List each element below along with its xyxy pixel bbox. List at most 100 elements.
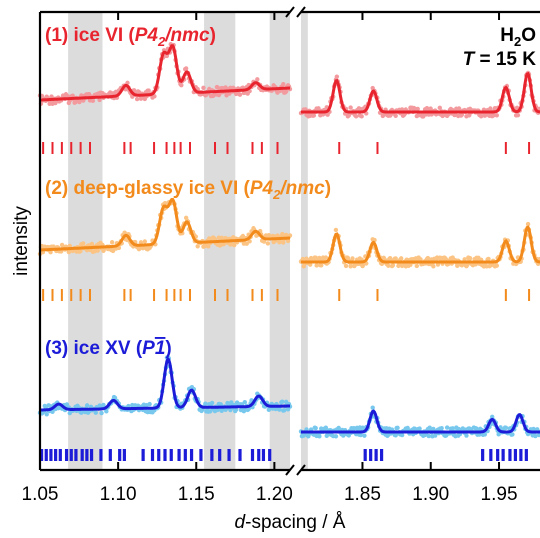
- data-point: [343, 263, 349, 269]
- data-point: [179, 82, 184, 88]
- reflection-tick: [99, 449, 103, 461]
- reflection-tick: [74, 449, 78, 461]
- reflection-tick: [69, 449, 73, 461]
- data-point: [215, 85, 221, 90]
- x-tick-label: 1.90: [412, 484, 449, 505]
- data-point: [426, 433, 431, 439]
- data-point: [317, 434, 322, 439]
- data-point: [341, 433, 346, 438]
- reflection-tick: [54, 449, 58, 461]
- data-point: [313, 425, 318, 431]
- data-point: [142, 239, 148, 244]
- fit-line: [301, 409, 540, 434]
- data-point: [415, 106, 420, 112]
- data-point: [417, 426, 422, 431]
- data-point: [283, 89, 289, 94]
- data-point: [437, 105, 443, 111]
- axes-frame: [38, 6, 540, 476]
- reflection-tick: [250, 449, 255, 461]
- data-point: [323, 425, 329, 430]
- data-point: [362, 433, 367, 438]
- data-point: [221, 242, 226, 247]
- data-point: [533, 433, 538, 439]
- reflection-tick: [89, 449, 94, 461]
- data-point: [95, 248, 100, 253]
- excluded-region: [68, 12, 103, 470]
- x-tick-label: 1.95: [481, 484, 518, 505]
- data-point: [359, 114, 364, 119]
- y-axis-label: intensity: [11, 206, 32, 276]
- data-point: [48, 250, 53, 255]
- data-point: [266, 407, 272, 413]
- data-point: [370, 405, 375, 410]
- reflection-tick: [108, 449, 112, 461]
- x-tick-label: 1.20: [256, 484, 293, 505]
- data-point: [146, 88, 151, 93]
- axis-break: [285, 6, 295, 18]
- data-point: [244, 241, 249, 246]
- data-point: [218, 402, 223, 407]
- data-point: [50, 409, 55, 415]
- data-point: [537, 432, 540, 438]
- reflection-tick: [513, 449, 518, 461]
- data-point: [467, 256, 473, 261]
- data-point: [281, 240, 286, 245]
- data-point: [147, 401, 152, 407]
- x-tick-label: 1.15: [178, 484, 215, 505]
- reflection-tick: [183, 449, 187, 461]
- series-label: (3) ice XV (P1): [45, 338, 172, 359]
- x-axis-label: d-spacing / Å: [235, 512, 346, 533]
- data-point: [450, 426, 455, 431]
- data-point: [334, 74, 340, 79]
- fit-line: [40, 197, 290, 252]
- reflection-tick: [169, 449, 173, 461]
- data-point: [490, 414, 495, 420]
- data-point: [255, 77, 260, 82]
- axis-break: [296, 464, 306, 476]
- reflection-tick: [85, 449, 89, 461]
- data-point: [237, 92, 243, 97]
- data-point: [44, 412, 49, 417]
- reflection-tick: [238, 449, 242, 461]
- data-point: [134, 96, 140, 102]
- data-point: [537, 106, 540, 112]
- reflection-tick: [218, 449, 222, 461]
- reflection-tick: [49, 449, 53, 461]
- data-point: [109, 240, 115, 245]
- reflection-tick: [163, 449, 167, 461]
- series-label: (2) deep-glassy ice VI (P42/nmc): [45, 178, 331, 202]
- data-point: [152, 94, 157, 99]
- reflection-tick: [379, 449, 384, 461]
- data-point: [462, 257, 467, 262]
- data-point: [427, 425, 432, 430]
- data-point: [333, 434, 339, 439]
- data-point: [232, 242, 237, 248]
- data-point: [390, 263, 396, 268]
- reflection-tick: [374, 449, 378, 461]
- data-point: [307, 262, 313, 267]
- traces: [37, 42, 540, 461]
- data-point: [398, 256, 404, 261]
- data-point: [242, 400, 248, 405]
- data-point: [112, 395, 118, 400]
- data-point: [280, 399, 285, 404]
- data-point: [261, 239, 267, 244]
- reflection-tick: [363, 449, 367, 461]
- reflection-tick: [210, 449, 214, 461]
- data-point: [281, 82, 286, 87]
- reflection-tick: [227, 449, 231, 461]
- data-point: [104, 409, 109, 414]
- data-point: [465, 262, 470, 268]
- fit-line: [40, 44, 290, 102]
- data-point: [464, 433, 469, 438]
- data-point: [311, 113, 317, 118]
- data-point: [97, 97, 102, 103]
- reflection-tick: [257, 449, 261, 461]
- data-point: [93, 410, 98, 415]
- reflection-tick: [481, 449, 485, 461]
- data-point: [314, 263, 319, 268]
- data-point: [81, 241, 86, 246]
- reflection-tick: [524, 449, 528, 461]
- data-point: [525, 221, 531, 227]
- data-point: [99, 410, 104, 416]
